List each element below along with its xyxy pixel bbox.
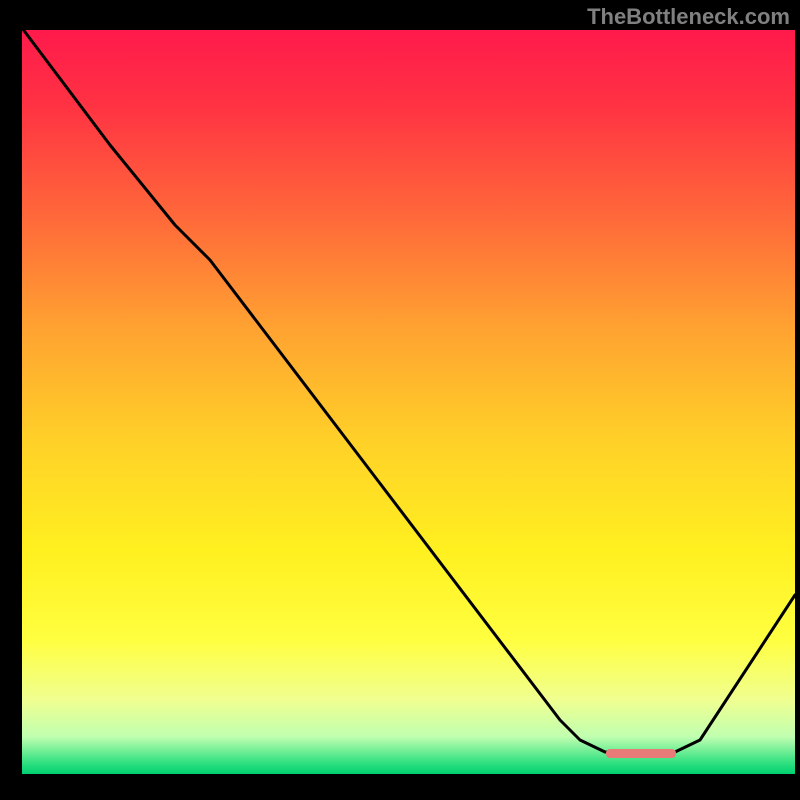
chart-container: TheBottleneck.com — [0, 0, 800, 800]
optimal-range-marker — [606, 749, 676, 758]
curve-overlay — [22, 30, 795, 774]
watermark-text: TheBottleneck.com — [587, 4, 790, 30]
plot-area — [22, 30, 795, 774]
bottleneck-curve — [22, 30, 795, 752]
